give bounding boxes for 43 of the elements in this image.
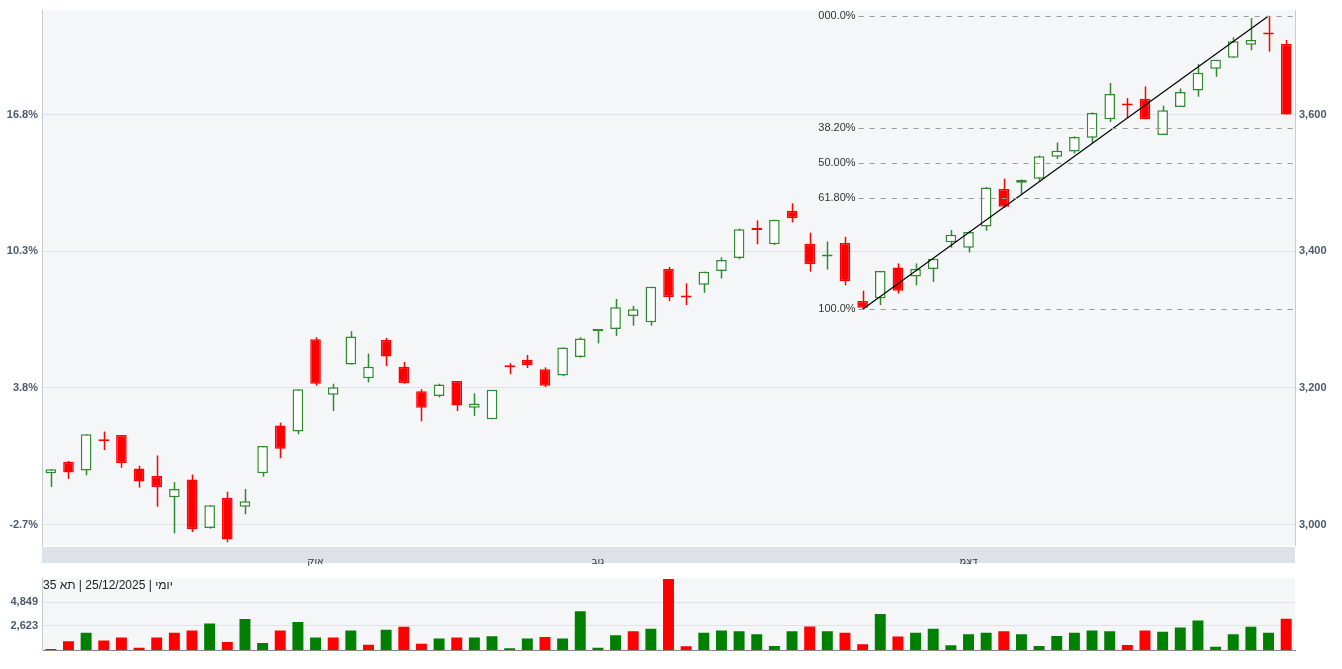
candlestick [1104,82,1115,123]
x-tick-label: נוב [591,554,605,566]
y2-tick-label: 16.8% [6,107,39,120]
candlestick [169,481,180,535]
candlestick [769,218,780,246]
candlestick [133,464,145,489]
y-tick-label: 3,000 [1299,517,1327,530]
candlestick [363,352,374,384]
candlestick [610,298,621,337]
y2-tick-label: 10.3% [6,244,39,257]
candlestick [1174,87,1186,108]
y-tick-label: 4,849 [10,595,38,608]
annotation: 50.00% [818,156,856,169]
candlestick [892,262,904,295]
y-tick-label: 3,600 [1299,107,1327,120]
y-tick-label: 2,623 [10,618,38,631]
candlestick [380,337,392,367]
candlestick [151,454,163,508]
candlestick [539,366,551,388]
annotation: יומי | 25/12/2025 | תא 35 [43,577,173,592]
candlestick [1192,63,1204,98]
annotation: 100.0% [818,302,856,315]
y2-tick-label: -2.7% [9,517,39,530]
candlestick [998,177,1010,209]
candlestick [1245,17,1257,51]
annotation: 38.20% [818,121,856,134]
annotation: 000.0% [818,9,856,22]
candlestick [1033,154,1045,182]
candlestick [327,382,339,412]
candlestick [751,219,763,246]
y-tick-label: 3,200 [1299,380,1327,393]
candlestick [451,380,463,412]
candlestick [574,336,586,359]
x-tick-label: דצמ [959,554,979,566]
y2-tick-label: 3.8% [12,380,39,393]
x-tick-label: אוק [307,554,324,566]
y-tick-label: 3,400 [1299,244,1327,257]
annotation: 61.80% [818,190,856,203]
candlestick [274,421,286,459]
candlestick [786,202,798,224]
candlestick [1086,111,1098,144]
candlestick [627,305,639,327]
candlestick [804,231,815,273]
